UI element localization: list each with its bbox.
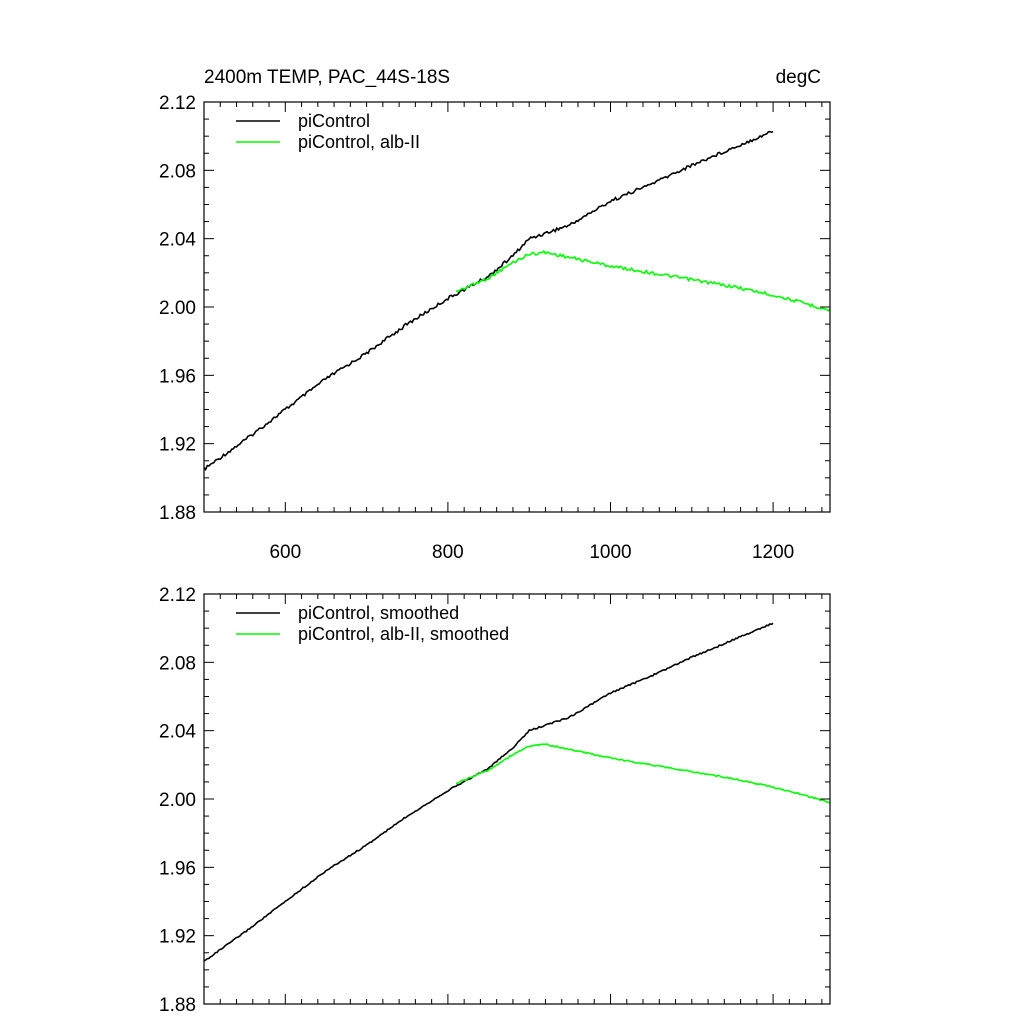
x-tick-label: 1200 [752,542,794,563]
units-label: degC [776,67,821,88]
series-line-0 [203,622,774,962]
y-tick-label: 1.92 [159,435,196,456]
x-tick-label: 600 [269,542,301,563]
y-tick-label: 1.92 [159,927,196,948]
y-tick-label: 1.96 [159,366,196,387]
ticks-layer: 1.88 1.92 1.96 2.00 2.04 2.08 2.12 600 800 1000 12… [159,93,830,563]
series-layer [203,130,831,471]
y-tick-label: 1.96 [159,858,196,879]
top-panel: 2400m TEMP, PAC_44S-18S degC 1.88 1.92 1.9… [159,67,831,563]
y-tick-label: 1.88 [159,995,196,1016]
y-tick-label: 2.08 [159,161,196,182]
legend-label-alb-ii: piControl, alb-II [298,132,420,152]
series-line-1 [455,249,831,312]
series-layer [203,622,831,962]
plot-frame [203,101,831,513]
legend-label-picontrol-smoothed: piControl, smoothed [298,603,459,623]
x-tick-label: 1000 [589,542,631,563]
series-line-0 [203,130,774,471]
x-tick-label: 800 [432,542,464,563]
legend: piControl piControl, alb-II [236,111,420,152]
plot-frame [203,593,831,1005]
legend-label-picontrol: piControl [298,111,370,131]
y-tick-label: 2.12 [159,93,196,114]
ticks-layer: 1.88 1.92 1.96 2.00 2.04 2.08 2.12 [159,585,830,1016]
y-tick-label: 2.04 [159,722,196,743]
y-tick-label: 2.04 [159,230,196,251]
y-tick-label: 2.12 [159,585,196,606]
y-tick-label: 2.00 [159,298,196,319]
series-line-1 [455,743,831,804]
y-tick-label: 2.00 [159,790,196,811]
legend: piControl, smoothed piControl, alb-II, s… [236,603,509,644]
panel-title: 2400m TEMP, PAC_44S-18S [204,67,450,88]
legend-label-alb-ii-smoothed: piControl, alb-II, smoothed [298,624,509,644]
y-tick-label: 1.88 [159,503,196,524]
y-tick-label: 2.08 [159,653,196,674]
bottom-panel: 1.88 1.92 1.96 2.00 2.04 2.08 2.12 piControl, … [159,585,831,1016]
